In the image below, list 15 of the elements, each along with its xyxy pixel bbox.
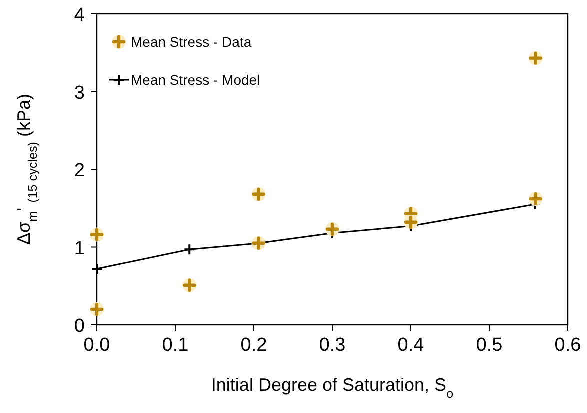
x-tick-label: 0.4 — [398, 335, 425, 356]
legend-label: Mean Stress - Data — [131, 34, 252, 50]
x-axis-title: Initial Degree of Saturation, S$_{o}$ — [211, 375, 454, 401]
y-tick-label: 2 — [74, 160, 85, 182]
y-tick-label: 4 — [74, 5, 86, 26]
x-tick-label: 0.3 — [319, 335, 346, 356]
y-tick-label: 3 — [74, 82, 85, 104]
x-tick-label: 0.1 — [162, 335, 189, 356]
x-tick-label: 0.6 — [554, 335, 582, 356]
y-tick-label: 0 — [74, 316, 85, 337]
x-tick-label: 0.2 — [240, 335, 268, 356]
legend-label: Mean Stress - Model — [131, 72, 260, 88]
x-tick-label: 0.5 — [476, 335, 503, 356]
y-tick-label: 1 — [74, 238, 85, 260]
x-tick-label: 0.0 — [84, 335, 110, 356]
